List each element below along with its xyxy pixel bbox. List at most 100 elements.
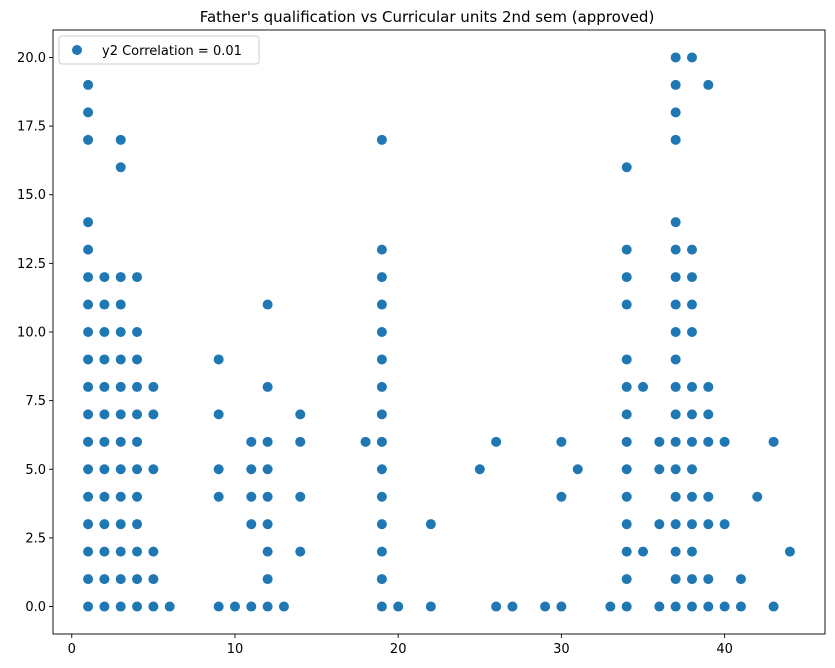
data-point — [213, 354, 224, 365]
data-point — [686, 52, 697, 63]
data-point — [638, 381, 649, 392]
data-point — [670, 519, 681, 530]
data-point — [670, 217, 681, 228]
data-point — [376, 436, 387, 447]
data-points — [83, 52, 795, 612]
data-point — [491, 601, 502, 612]
y-axis: 0.0 2.5 5.0 7.5 10.0 12.5 15.0 17.5 20.0 — [17, 51, 53, 615]
data-point — [784, 546, 795, 557]
data-point — [670, 134, 681, 145]
data-point — [621, 546, 632, 557]
data-point — [83, 299, 94, 310]
data-point — [83, 217, 94, 228]
data-point — [686, 436, 697, 447]
data-point — [735, 574, 746, 585]
data-point — [670, 574, 681, 585]
data-point — [99, 601, 110, 612]
data-point — [99, 519, 110, 530]
y-tick-label: 20.0 — [17, 51, 46, 66]
y-tick-label: 10.0 — [17, 326, 46, 341]
data-point — [83, 134, 94, 145]
data-point — [474, 464, 485, 475]
data-point — [83, 491, 94, 502]
data-point — [83, 244, 94, 255]
data-point — [376, 601, 387, 612]
data-point — [132, 436, 143, 447]
y-tick-label: 0.0 — [25, 600, 46, 615]
data-point — [148, 409, 159, 420]
data-point — [670, 601, 681, 612]
data-point — [376, 574, 387, 585]
data-point — [376, 381, 387, 392]
data-point — [376, 327, 387, 337]
data-point — [99, 327, 110, 337]
data-point — [719, 436, 730, 447]
data-point — [132, 546, 143, 557]
data-point — [507, 601, 518, 612]
data-point — [540, 601, 551, 612]
data-point — [115, 601, 126, 612]
data-point — [262, 519, 273, 530]
data-point — [376, 409, 387, 420]
data-point — [670, 327, 681, 337]
data-point — [148, 601, 159, 612]
data-point — [83, 601, 94, 612]
data-point — [752, 491, 763, 502]
y-tick-label: 12.5 — [17, 257, 46, 272]
data-point — [295, 491, 306, 502]
data-point — [376, 546, 387, 557]
data-point — [132, 327, 143, 337]
data-point — [262, 381, 273, 392]
data-point — [556, 491, 567, 502]
data-point — [670, 79, 681, 90]
data-point — [621, 574, 632, 585]
data-point — [246, 464, 257, 475]
data-point — [148, 381, 159, 392]
data-point — [99, 381, 110, 392]
data-point — [670, 409, 681, 420]
data-point — [703, 574, 714, 585]
data-point — [670, 107, 681, 118]
data-point — [621, 272, 632, 283]
data-point — [115, 299, 126, 310]
data-point — [376, 299, 387, 310]
data-point — [115, 574, 126, 585]
data-point — [99, 546, 110, 557]
data-point — [132, 574, 143, 585]
legend-marker — [72, 45, 82, 55]
y-tick-label: 7.5 — [25, 394, 46, 409]
data-point — [295, 409, 306, 420]
data-point — [83, 409, 94, 420]
data-point — [621, 162, 632, 173]
data-point — [360, 436, 371, 447]
data-point — [115, 491, 126, 502]
data-point — [621, 244, 632, 255]
data-point — [768, 436, 779, 447]
data-point — [83, 381, 94, 392]
data-point — [83, 519, 94, 530]
data-point — [703, 79, 714, 90]
data-point — [654, 601, 665, 612]
data-point — [735, 601, 746, 612]
data-point — [376, 464, 387, 475]
data-point — [670, 491, 681, 502]
data-point — [686, 272, 697, 283]
data-point — [262, 299, 273, 310]
data-point — [686, 491, 697, 502]
data-point — [83, 546, 94, 557]
data-point — [132, 519, 143, 530]
data-point — [686, 546, 697, 557]
data-point — [670, 354, 681, 365]
data-point — [376, 272, 387, 283]
data-point — [115, 327, 126, 337]
data-point — [605, 601, 616, 612]
data-point — [686, 601, 697, 612]
data-point — [99, 354, 110, 365]
data-point — [425, 601, 436, 612]
data-point — [654, 436, 665, 447]
y-tick-label: 2.5 — [25, 531, 46, 546]
plot-frame — [52, 29, 826, 635]
data-point — [213, 464, 224, 475]
data-point — [621, 464, 632, 475]
data-point — [621, 436, 632, 447]
